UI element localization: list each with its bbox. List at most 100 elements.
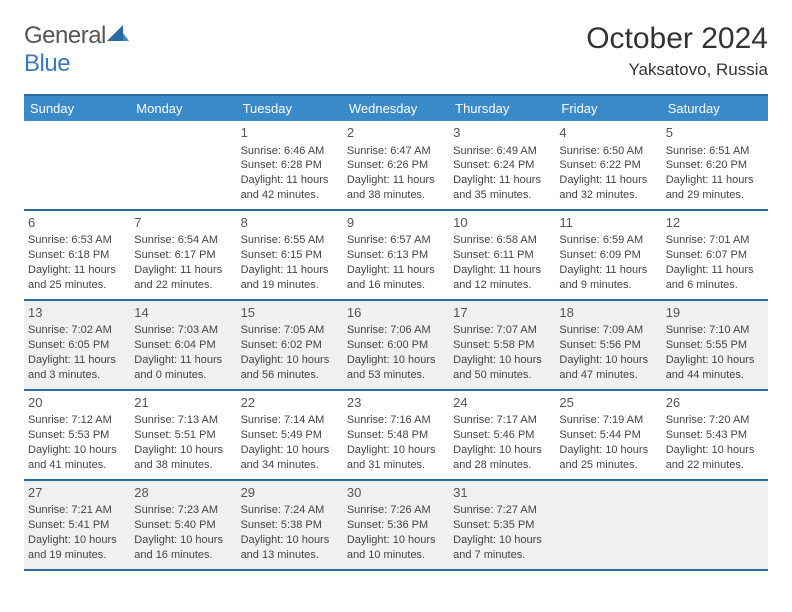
cell-line: Sunrise: 7:03 AM [134,323,232,338]
week-row: 6Sunrise: 6:53 AMSunset: 6:18 PMDaylight… [24,211,768,301]
cell-line: Daylight: 11 hours and 12 minutes. [453,263,551,293]
cell-line: Sunset: 5:48 PM [347,428,445,443]
cell-line: Daylight: 11 hours and 25 minutes. [28,263,126,293]
day-number: 27 [28,484,126,502]
cell-line: Daylight: 10 hours and 19 minutes. [28,533,126,563]
day-header-thursday: Thursday [449,96,555,121]
day-number: 6 [28,214,126,232]
cell-line: Sunset: 6:17 PM [134,248,232,263]
day-number: 14 [134,304,232,322]
cell-line: Sunrise: 6:46 AM [241,144,339,159]
cell-line: Sunrise: 7:06 AM [347,323,445,338]
cell-line: Sunset: 6:13 PM [347,248,445,263]
cell-line: Sunset: 6:28 PM [241,158,339,173]
day-number: 16 [347,304,445,322]
day-number: 4 [559,124,657,142]
calendar-cell: 5Sunrise: 6:51 AMSunset: 6:20 PMDaylight… [662,121,768,209]
cell-line: Sunset: 5:51 PM [134,428,232,443]
cell-line: Sunset: 6:20 PM [666,158,764,173]
calendar: Sunday Monday Tuesday Wednesday Thursday… [24,94,768,571]
calendar-cell [130,121,236,209]
calendar-cell [24,121,130,209]
cell-line: Daylight: 11 hours and 42 minutes. [241,173,339,203]
cell-line: Daylight: 10 hours and 22 minutes. [666,443,764,473]
calendar-cell: 26Sunrise: 7:20 AMSunset: 5:43 PMDayligh… [662,391,768,479]
cell-line: Sunset: 6:05 PM [28,338,126,353]
cell-line: Sunset: 5:35 PM [453,518,551,533]
cell-line: Daylight: 10 hours and 44 minutes. [666,353,764,383]
day-number: 11 [559,214,657,232]
cell-line: Daylight: 10 hours and 16 minutes. [134,533,232,563]
day-number: 23 [347,394,445,412]
cell-line: Sunrise: 7:27 AM [453,503,551,518]
cell-line: Daylight: 10 hours and 41 minutes. [28,443,126,473]
day-header-row: Sunday Monday Tuesday Wednesday Thursday… [24,96,768,121]
cell-line: Sunset: 5:40 PM [134,518,232,533]
cell-line: Daylight: 11 hours and 0 minutes. [134,353,232,383]
logo-part1: General [24,22,106,49]
cell-line: Sunrise: 6:51 AM [666,144,764,159]
cell-line: Daylight: 11 hours and 22 minutes. [134,263,232,293]
day-header-monday: Monday [130,96,236,121]
title-block: October 2024 Yaksatovo, Russia [586,22,768,80]
cell-line: Sunset: 5:46 PM [453,428,551,443]
cell-line: Sunset: 5:49 PM [241,428,339,443]
calendar-cell: 14Sunrise: 7:03 AMSunset: 6:04 PMDayligh… [130,301,236,389]
cell-line: Sunset: 6:26 PM [347,158,445,173]
day-header-tuesday: Tuesday [237,96,343,121]
day-number: 10 [453,214,551,232]
cell-line: Daylight: 10 hours and 7 minutes. [453,533,551,563]
cell-line: Sunset: 5:38 PM [241,518,339,533]
logo-sail-icon [107,22,129,42]
calendar-cell [662,481,768,569]
day-number: 13 [28,304,126,322]
cell-line: Sunrise: 6:50 AM [559,144,657,159]
cell-line: Daylight: 10 hours and 47 minutes. [559,353,657,383]
cell-line: Daylight: 10 hours and 34 minutes. [241,443,339,473]
cell-line: Sunrise: 6:53 AM [28,233,126,248]
day-number: 9 [347,214,445,232]
header: GeneralBlue October 2024 Yaksatovo, Russ… [24,22,768,80]
cell-line: Sunset: 5:53 PM [28,428,126,443]
cell-line: Daylight: 10 hours and 31 minutes. [347,443,445,473]
calendar-cell: 18Sunrise: 7:09 AMSunset: 5:56 PMDayligh… [555,301,661,389]
calendar-cell: 7Sunrise: 6:54 AMSunset: 6:17 PMDaylight… [130,211,236,299]
calendar-cell: 20Sunrise: 7:12 AMSunset: 5:53 PMDayligh… [24,391,130,479]
cell-line: Daylight: 10 hours and 53 minutes. [347,353,445,383]
cell-line: Sunrise: 6:55 AM [241,233,339,248]
calendar-cell: 30Sunrise: 7:26 AMSunset: 5:36 PMDayligh… [343,481,449,569]
cell-line: Daylight: 11 hours and 19 minutes. [241,263,339,293]
calendar-cell: 24Sunrise: 7:17 AMSunset: 5:46 PMDayligh… [449,391,555,479]
cell-line: Sunset: 5:56 PM [559,338,657,353]
day-header-saturday: Saturday [662,96,768,121]
cell-line: Sunrise: 7:26 AM [347,503,445,518]
calendar-cell: 25Sunrise: 7:19 AMSunset: 5:44 PMDayligh… [555,391,661,479]
calendar-cell: 22Sunrise: 7:14 AMSunset: 5:49 PMDayligh… [237,391,343,479]
cell-line: Sunset: 5:41 PM [28,518,126,533]
cell-line: Daylight: 11 hours and 32 minutes. [559,173,657,203]
day-number: 22 [241,394,339,412]
cell-line: Sunrise: 7:23 AM [134,503,232,518]
cell-line: Daylight: 10 hours and 25 minutes. [559,443,657,473]
calendar-cell: 16Sunrise: 7:06 AMSunset: 6:00 PMDayligh… [343,301,449,389]
calendar-cell: 27Sunrise: 7:21 AMSunset: 5:41 PMDayligh… [24,481,130,569]
cell-line: Sunrise: 7:13 AM [134,413,232,428]
day-number: 19 [666,304,764,322]
calendar-cell: 4Sunrise: 6:50 AMSunset: 6:22 PMDaylight… [555,121,661,209]
cell-line: Sunset: 6:24 PM [453,158,551,173]
cell-line: Sunrise: 6:59 AM [559,233,657,248]
cell-line: Daylight: 11 hours and 3 minutes. [28,353,126,383]
cell-line: Sunrise: 7:05 AM [241,323,339,338]
day-number: 18 [559,304,657,322]
calendar-cell: 8Sunrise: 6:55 AMSunset: 6:15 PMDaylight… [237,211,343,299]
cell-line: Sunset: 6:09 PM [559,248,657,263]
day-number: 3 [453,124,551,142]
cell-line: Sunrise: 6:54 AM [134,233,232,248]
cell-line: Sunset: 5:44 PM [559,428,657,443]
cell-line: Daylight: 10 hours and 38 minutes. [134,443,232,473]
calendar-cell: 13Sunrise: 7:02 AMSunset: 6:05 PMDayligh… [24,301,130,389]
week-row: 1Sunrise: 6:46 AMSunset: 6:28 PMDaylight… [24,121,768,211]
week-row: 13Sunrise: 7:02 AMSunset: 6:05 PMDayligh… [24,301,768,391]
cell-line: Sunrise: 7:21 AM [28,503,126,518]
cell-line: Sunset: 5:36 PM [347,518,445,533]
